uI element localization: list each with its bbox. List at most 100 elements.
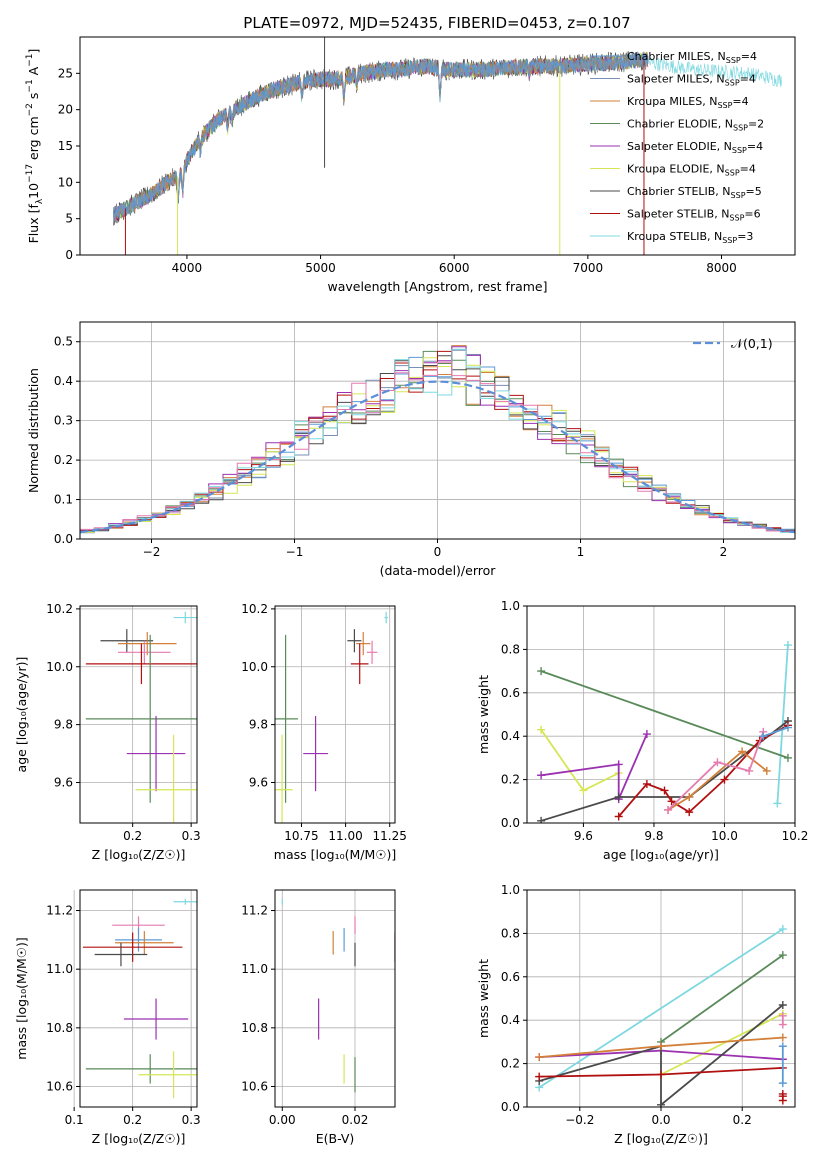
y-tick-label: 9.6: [249, 775, 268, 789]
spectrum-plot: [113, 37, 782, 255]
weight-marker: [713, 758, 722, 767]
legend-entry: Kroupa MILES, NSSP=4: [627, 95, 749, 110]
y-tick-label: 11.2: [46, 904, 73, 918]
x-axis-label: Z [log₁₀(Z/Z☉)]: [92, 1131, 186, 1146]
legend-suffix: =2: [748, 118, 764, 131]
x-tick-label: 10.2: [782, 829, 809, 843]
weight_vs_Z-plot: [535, 925, 787, 1107]
weight_vs_age-plot: [537, 641, 792, 823]
y-tick-label: 11.0: [46, 962, 73, 976]
x-tick-label: 0: [434, 545, 442, 559]
legend-subscript: SSP: [733, 124, 748, 133]
y-tick-label: 0.2: [501, 1057, 520, 1071]
legend-subscript: SSP: [726, 56, 741, 65]
x-axis-label: E(B-V): [316, 1131, 355, 1146]
y-tick-label: 10.6: [241, 1079, 268, 1093]
x-tick-label: 0.02: [342, 1113, 369, 1127]
legend-entry: Kroupa ELODIE, NSSP=4: [627, 163, 756, 178]
y-tick-label: 0.6: [501, 686, 520, 700]
legend-subscript: SSP: [725, 169, 740, 178]
weight-line: [660, 1012, 784, 1076]
residuals-plot: [80, 345, 795, 534]
y-tick-label: 0.6: [501, 970, 520, 984]
x-tick-label: 10.75: [284, 829, 318, 843]
axes-frame: [79, 889, 198, 1108]
age_vs_mass-plot: [275, 611, 388, 823]
weight-marker: [778, 1020, 787, 1029]
x-tick-label: −0.2: [565, 1113, 594, 1127]
x-axis-label: (data-model)/error: [380, 563, 497, 578]
x-axis-label: mass [log₁₀(M/M☉)]: [274, 847, 396, 862]
x-tick-label: −2: [143, 545, 161, 559]
legend-entry: Salpeter STELIB, NSSP=6: [627, 208, 761, 223]
y-tick-label: 10.8: [241, 1021, 268, 1035]
y-tick-label: 0.4: [54, 374, 73, 388]
legend-subscript: SSP: [729, 214, 744, 223]
legend-suffix: =5: [746, 185, 762, 198]
y-tick-label: 0.8: [501, 926, 520, 940]
weight-marker: [778, 1001, 787, 1010]
weight-marker: [778, 951, 787, 960]
y-tick-label: 10: [58, 175, 73, 189]
axes-frame: [79, 321, 796, 540]
weight-marker: [738, 747, 747, 756]
age_vs_Z-axes: 0.2 0.3 9.6 9.8 10.0 10.2 Z [log₁₀(Z/Z☉)] age […: [14, 602, 201, 862]
weight-line: [667, 731, 765, 811]
age_vs_Z-plot: [85, 611, 197, 823]
weight-marker: [642, 779, 651, 788]
weight-marker: [537, 667, 546, 676]
weight-marker: [535, 1072, 544, 1081]
legend-entry: Chabrier MILES, NSSP=4: [627, 50, 757, 65]
legend-subscript: SSP: [725, 79, 740, 88]
y-tick-label: 15: [58, 139, 73, 153]
y-tick-label: 9.6: [54, 775, 73, 789]
mass_vs_EBV-plot: [281, 898, 395, 1093]
weight-marker: [537, 725, 546, 734]
weight-line: [540, 733, 648, 800]
weight-marker: [657, 1100, 665, 1107]
y-tick-label: 0.4: [501, 1013, 520, 1027]
weight-line: [540, 670, 789, 759]
axes-frame: [274, 889, 396, 1108]
weight-line: [667, 750, 768, 811]
weight-marker: [778, 1089, 787, 1098]
residuals-axes: −2 −1 0 1 2 0.0 0.1 0.2 0.3 0.4 0.5 (data-model)/er…: [26, 322, 795, 578]
x-axis-label: Z [log₁₀(Z/Z☉)]: [614, 1131, 708, 1146]
y-tick-label: 20: [58, 103, 73, 117]
legend-entry: Chabrier ELODIE, NSSP=2: [627, 118, 764, 133]
axes-frame: [526, 605, 796, 824]
y-tick-label: 11.0: [241, 962, 268, 976]
y-tick-label: 9.8: [249, 718, 268, 732]
x-axis-label: age [log₁₀(age/yr)]: [603, 847, 719, 862]
weight-marker: [685, 808, 694, 817]
legend-entry: Salpeter ELODIE, NSSP=4: [627, 140, 763, 155]
weight-marker: [783, 753, 792, 762]
y-tick-label: 10.2: [241, 602, 268, 616]
x-tick-label: 9.8: [644, 829, 663, 843]
weight-marker: [537, 816, 546, 823]
gaussian-curve: [80, 380, 795, 534]
weight-marker: [762, 766, 771, 775]
x-tick-label: −1: [286, 545, 304, 559]
weight-marker: [778, 1033, 787, 1042]
weight-line: [540, 729, 620, 792]
legend-suffix: =3: [737, 230, 753, 243]
x-tick-label: 7000: [573, 261, 604, 275]
y-tick-label: 1.0: [501, 599, 520, 613]
weight-marker: [773, 799, 782, 808]
weight-marker: [778, 1011, 787, 1020]
x-tick-label: 11.25: [373, 829, 407, 843]
x-tick-label: 10.0: [711, 829, 738, 843]
legend-subscript: SSP: [731, 191, 746, 200]
legend-subscript: SSP: [722, 236, 737, 245]
weight-marker: [657, 1042, 665, 1051]
x-tick-label: 0.3: [182, 829, 201, 843]
figure-title: PLATE=0972, MJD=52435, FIBERID=0453, z=0…: [243, 14, 630, 32]
legend-suffix: =6: [744, 208, 760, 221]
weight-marker: [614, 792, 623, 801]
weight-line: [538, 928, 784, 1089]
spectrum-line: [113, 51, 649, 222]
spectrum-legend: Chabrier MILES, NSSP=4 Salpeter MILES, NS…: [590, 50, 764, 245]
weight-marker: [759, 732, 768, 741]
weight-marker: [778, 925, 787, 934]
